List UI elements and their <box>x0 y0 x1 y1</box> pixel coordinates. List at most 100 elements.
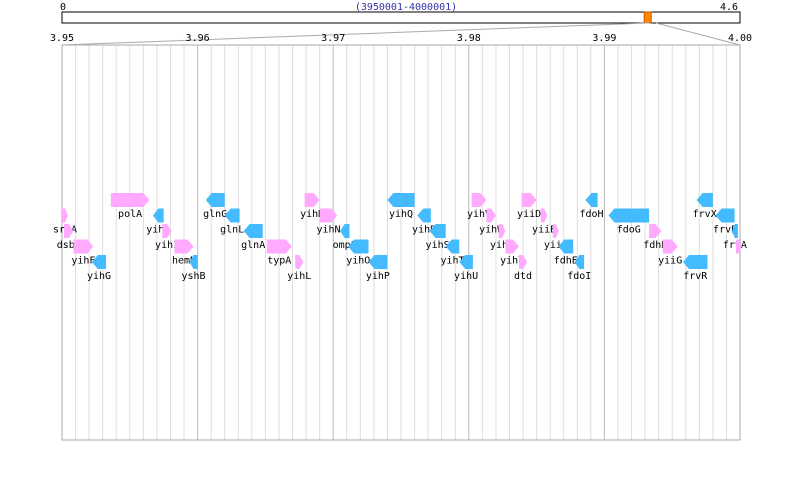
gene-arrow-hemN[interactable] <box>174 239 194 254</box>
gene-arrow-fdoG[interactable] <box>608 208 650 223</box>
gene-arrow-yihY[interactable] <box>505 239 519 254</box>
gene-arrow-yihP[interactable] <box>368 255 388 269</box>
gene-label[interactable]: ompL <box>333 240 357 251</box>
gene-arrow-yihO[interactable] <box>348 239 369 254</box>
gene-arrow-yshB[interactable] <box>189 255 198 269</box>
gene-label[interactable]: yihP <box>366 271 390 282</box>
gene-arrow-dsbA[interactable] <box>64 224 74 238</box>
gene-arrow-fdhE[interactable] <box>558 239 574 254</box>
gene-label[interactable]: fdoI <box>567 271 591 282</box>
gene-arrow-yiiE[interactable] <box>540 208 548 223</box>
gene-label[interactable]: yihA <box>146 225 170 236</box>
gene-label[interactable]: fdhD <box>643 240 667 251</box>
gene-label[interactable]: frvR <box>683 271 708 282</box>
gene-arrow-yihW[interactable] <box>486 208 496 223</box>
gene-label[interactable]: frvA <box>723 240 747 251</box>
gene-label[interactable]: fdhE <box>554 256 578 267</box>
gene-arrow-fdhD[interactable] <box>649 224 662 238</box>
gene-arrow-frvX[interactable] <box>696 193 713 207</box>
gene-arrow-fdoH[interactable] <box>585 193 598 207</box>
gene-arrow-yihX[interactable] <box>498 224 506 238</box>
gene-label[interactable]: glnG <box>203 209 227 220</box>
gene-label[interactable]: yihO <box>346 256 370 267</box>
gene-label[interactable]: yihQ <box>389 209 413 220</box>
gene-arrow-yihL[interactable] <box>295 255 304 269</box>
ruler-tick-label: 3.98 <box>457 33 481 44</box>
gene-label[interactable]: yihX <box>490 240 514 251</box>
gene-label[interactable]: glnA <box>241 240 265 251</box>
gene-label[interactable]: yihT <box>440 256 464 267</box>
gene-arrow[interactable] <box>735 239 742 254</box>
genome-overview-bar[interactable] <box>61 11 741 24</box>
gene-arrow-srkA[interactable] <box>62 208 68 223</box>
gene-arrow-yihA[interactable] <box>152 208 164 223</box>
gene-arrow-yihG[interactable] <box>91 255 107 269</box>
gene-label[interactable]: yiiF <box>544 240 568 251</box>
gene-label[interactable]: yihR <box>412 225 437 236</box>
gene-arrow-yiiG[interactable] <box>662 239 678 254</box>
gene-arrow-yihF[interactable] <box>73 239 94 254</box>
window-position-marker[interactable] <box>643 11 652 24</box>
gene-arrow-yihU[interactable] <box>459 255 473 269</box>
ruler-tick-label: 3.99 <box>592 33 616 44</box>
gene-arrow-yiiD[interactable] <box>521 193 537 207</box>
gene-label[interactable]: yihN <box>316 225 340 236</box>
gene-label[interactable]: dtd <box>514 271 532 282</box>
ruler-tick-labels: 3.95 3.96 3.97 3.98 3.99 4.00 <box>50 33 752 44</box>
gene-label[interactable]: glnL <box>220 225 244 236</box>
gene-label[interactable]: yiiD <box>517 209 541 220</box>
gene-label[interactable]: fdoG <box>617 225 641 236</box>
gene-label[interactable]: typA <box>267 256 291 267</box>
gene-arrow-yiiF[interactable] <box>552 224 559 238</box>
gene-arrow-frvA[interactable] <box>731 224 738 238</box>
ruler-tick-label: 4.00 <box>728 33 752 44</box>
ruler-tick-label: 3.95 <box>50 33 74 44</box>
overview-start-label: 0 <box>60 2 66 13</box>
gene-label[interactable]: yiiE <box>532 225 556 236</box>
gene-label[interactable]: yihM <box>300 209 324 220</box>
gene-arrow-yihN[interactable] <box>319 208 338 223</box>
gene-arrow-glnA[interactable] <box>243 224 263 238</box>
gene-label[interactable]: yihY <box>500 256 524 267</box>
gene-label[interactable]: yihV <box>467 209 491 220</box>
gene-label[interactable]: frvB <box>713 225 737 236</box>
gene-arrow-glnL[interactable] <box>224 208 240 223</box>
gene-arrow-yihM[interactable] <box>304 193 320 207</box>
gene-label[interactable]: yihU <box>454 271 478 282</box>
gene-arrow-glnG[interactable] <box>205 193 225 207</box>
zoom-guide-right <box>655 22 741 46</box>
gene-arrow-ompL[interactable] <box>340 224 350 238</box>
gridlines <box>75 45 727 440</box>
gene-arrow-yihQ[interactable] <box>387 193 415 207</box>
gene-label[interactable]: dsbA <box>57 240 81 251</box>
gene-label[interactable]: yiiG <box>658 256 682 267</box>
gene-arrow-yihT[interactable] <box>445 239 460 254</box>
gene-label[interactable]: yihG <box>87 271 111 282</box>
gene-label[interactable]: yshB <box>181 271 205 282</box>
gene-label[interactable]: hemN <box>172 256 196 267</box>
gene-label[interactable]: yihW <box>479 225 504 236</box>
zoom-guide-left <box>61 22 650 46</box>
ruler-tick-label: 3.96 <box>186 33 210 44</box>
gene-arrow-frvB[interactable] <box>715 208 735 223</box>
gene-label[interactable]: yihI <box>155 240 179 251</box>
gene-arrow-typA[interactable] <box>266 239 292 254</box>
gene-label[interactable]: frvX <box>693 209 717 220</box>
gene-arrow-dtd[interactable] <box>519 255 528 269</box>
gene-arrow-yihV[interactable] <box>471 193 487 207</box>
gene-arrow-yihI[interactable] <box>162 224 172 238</box>
gene-label[interactable]: polA <box>118 209 142 220</box>
gene-arrow-polA[interactable] <box>110 193 150 207</box>
gene-label[interactable]: yihF <box>71 256 95 267</box>
gene-arrow-fdoI[interactable] <box>574 255 585 269</box>
gene-arrow-frvR[interactable] <box>683 255 708 269</box>
ruler-tick-label: 3.97 <box>321 33 345 44</box>
gene-label[interactable]: yihL <box>287 271 311 282</box>
overview-end-label: 4.6 <box>720 2 738 13</box>
gene-arrow-yihR[interactable] <box>417 208 431 223</box>
gene-label[interactable]: yihS <box>426 240 450 251</box>
gene-arrow-yihS[interactable] <box>429 224 446 238</box>
gene-label[interactable]: fdoH <box>579 209 603 220</box>
overview-range-label[interactable]: (3950001-4000001) <box>355 2 457 13</box>
